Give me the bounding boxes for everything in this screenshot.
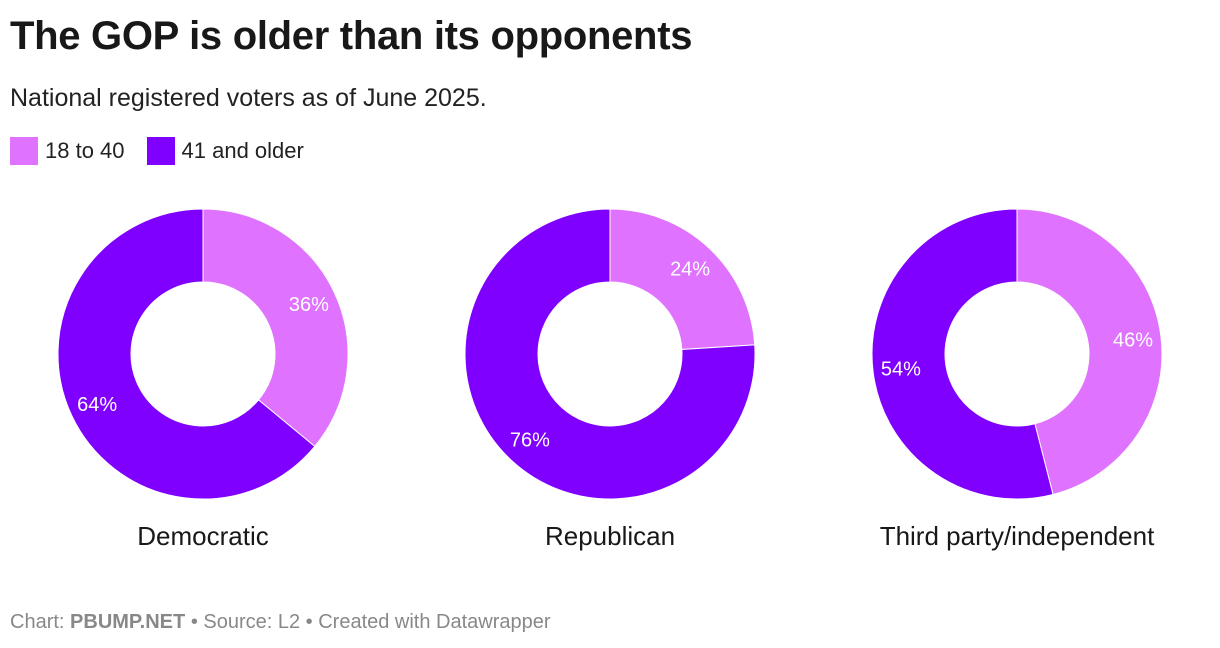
slice-third-party-independent-41-and-older — [871, 208, 1054, 500]
chart-subtitle: National registered voters as of June 20… — [10, 84, 487, 112]
chart-name-republican: Republican — [545, 521, 675, 551]
slice-republican-18-to-40 — [609, 208, 756, 351]
donut-charts: 36% 64% Democratic 24% 76% Republican 46% 54% Th… — [57, 208, 1163, 551]
legend-label-18-to-40: 18 to 40 — [45, 138, 125, 163]
legend-item-41-and-older: 41 and older — [146, 137, 304, 165]
chart-title: The GOP is older than its opponents — [10, 14, 693, 58]
slice-democratic-18-to-40 — [202, 208, 349, 448]
donut-democratic: 36% 64% Democratic — [57, 208, 349, 551]
legend-swatch-18-to-40 — [10, 137, 38, 165]
slice-republican-41-and-older — [464, 208, 756, 500]
legend: 18 to 40 41 and older — [10, 137, 326, 165]
donut-third-party-independent: 46% 54% Third party/independent — [871, 208, 1163, 551]
slice-third-party-independent-18-to-40 — [1016, 208, 1163, 496]
chart-name-democratic: Democratic — [137, 521, 268, 551]
footer-source: • Source: L2 • Created with Datawrapper — [190, 611, 551, 633]
slice-label-third-party-independent-18-to-40: 46% — [1113, 329, 1153, 351]
footer-brand: PBUMP.NET — [70, 611, 186, 633]
slice-label-third-party-independent-41-and-older: 54% — [881, 359, 921, 381]
slice-label-democratic-18-to-40: 36% — [289, 294, 329, 316]
chart-name-third-party-independent: Third party/independent — [880, 521, 1155, 551]
slice-label-democratic-41-and-older: 64% — [77, 394, 117, 416]
slice-democratic-41-and-older — [57, 208, 316, 500]
slice-label-republican-18-to-40: 24% — [670, 259, 710, 281]
footer-prefix: Chart: — [10, 611, 65, 633]
legend-label-41-and-older: 41 and older — [181, 138, 304, 163]
legend-swatch-41-and-older — [146, 137, 175, 165]
slice-label-republican-41-and-older: 76% — [510, 429, 550, 451]
donut-republican: 24% 76% Republican — [464, 208, 756, 551]
legend-item-18-to-40: 18 to 40 — [10, 137, 125, 165]
chart-footer: Chart: PBUMP.NET • Source: L2 • Created … — [10, 611, 551, 634]
